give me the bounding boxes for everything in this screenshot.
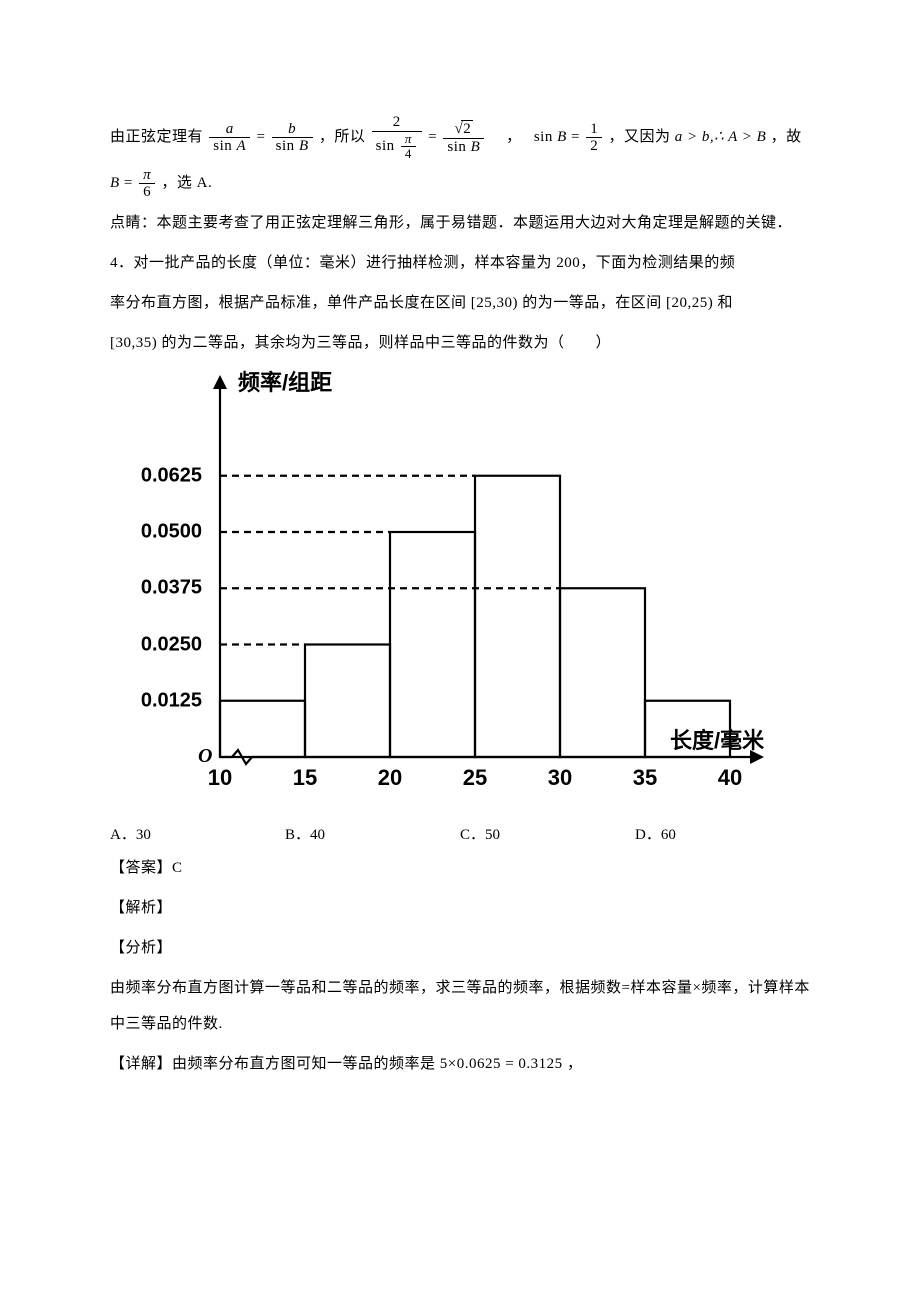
option-a: A．30: [110, 823, 285, 844]
option-d: D．60: [635, 823, 810, 844]
x-tick-label: 30: [548, 765, 572, 791]
text: ，又因为: [608, 129, 670, 145]
x-tick-label: 25: [463, 765, 487, 791]
interval-20-25: [20,25): [666, 295, 713, 311]
x-tick-label: 35: [633, 765, 657, 791]
x-tick-label: 15: [293, 765, 317, 791]
a-gt-b: a > b,∴ A > B: [675, 129, 767, 145]
q4-line2: 率分布直方图，根据产品标准，单件产品长度在区间 [25,30) 的为一等品，在区…: [110, 285, 810, 321]
text: ，: [491, 129, 530, 145]
comment: 点睛：本题主要考查了用正弦定理解三角形，属于易错题．本题运用大边对大角定理是解题…: [110, 205, 810, 241]
option-b: B．40: [285, 823, 460, 844]
solution-line-1: 由正弦定理有 a sin A = b sin B ，所以 2 sin π 4 =…: [110, 114, 810, 161]
equals: =: [256, 129, 269, 145]
frac-root2-sinB: √2 sin B: [443, 120, 484, 155]
fenxi-label: 【分析】: [110, 930, 810, 966]
frac-b-sinB: b sin B: [272, 121, 313, 155]
analysis-text: 由频率分布直方图计算一等品和二等品的频率，求三等品的频率，根据频数=样本容量×频…: [110, 970, 810, 1042]
solution-line-2: B = π 6 ，选 A.: [110, 165, 810, 201]
answer-line: 【答案】C: [110, 850, 810, 886]
answer-options: A．30 B．40 C．50 D．60: [110, 823, 810, 844]
text: 由正弦定理有: [110, 129, 203, 145]
interval-30-35: [30,35): [110, 335, 157, 351]
detail-line: 【详解】由频率分布直方图可知一等品的频率是 5×0.0625 = 0.3125 …: [110, 1046, 810, 1082]
B-eq: B: [110, 175, 120, 191]
frac-2-sinpi4: 2 sin π 4: [372, 114, 422, 161]
x-tick-label: 40: [718, 765, 742, 791]
x-ticks: 10 15 20 25 30 35 40: [110, 367, 790, 817]
detail-eq: 5×0.0625 = 0.3125: [440, 1056, 563, 1072]
frac-pi-6: π 6: [139, 167, 155, 201]
interval-25-30: [25,30): [471, 295, 518, 311]
text: ，故: [771, 129, 802, 145]
option-c: C．50: [460, 823, 635, 844]
sinB-eq: sin B =: [534, 129, 584, 145]
jiexi-label: 【解析】: [110, 890, 810, 926]
x-tick-label: 20: [378, 765, 402, 791]
x-tick-label: 10: [208, 765, 232, 791]
q4-line3: [30,35) 的为二等品，其余均为三等品，则样品中三等品的件数为（ ）: [110, 325, 810, 361]
text: ，所以: [319, 129, 366, 145]
equals: =: [428, 129, 441, 145]
frac-1-2: 1 2: [586, 121, 602, 155]
q4-line1: 4．对一批产品的长度（单位：毫米）进行抽样检测，样本容量为 200，下面为检测结…: [110, 245, 810, 281]
histogram-chart: 频率/组距 长度/毫米 O 0.01250.02500.03750.05000.…: [110, 367, 790, 817]
text: ，选 A.: [161, 175, 212, 191]
frac-a-sinA: a sin A: [209, 121, 250, 155]
